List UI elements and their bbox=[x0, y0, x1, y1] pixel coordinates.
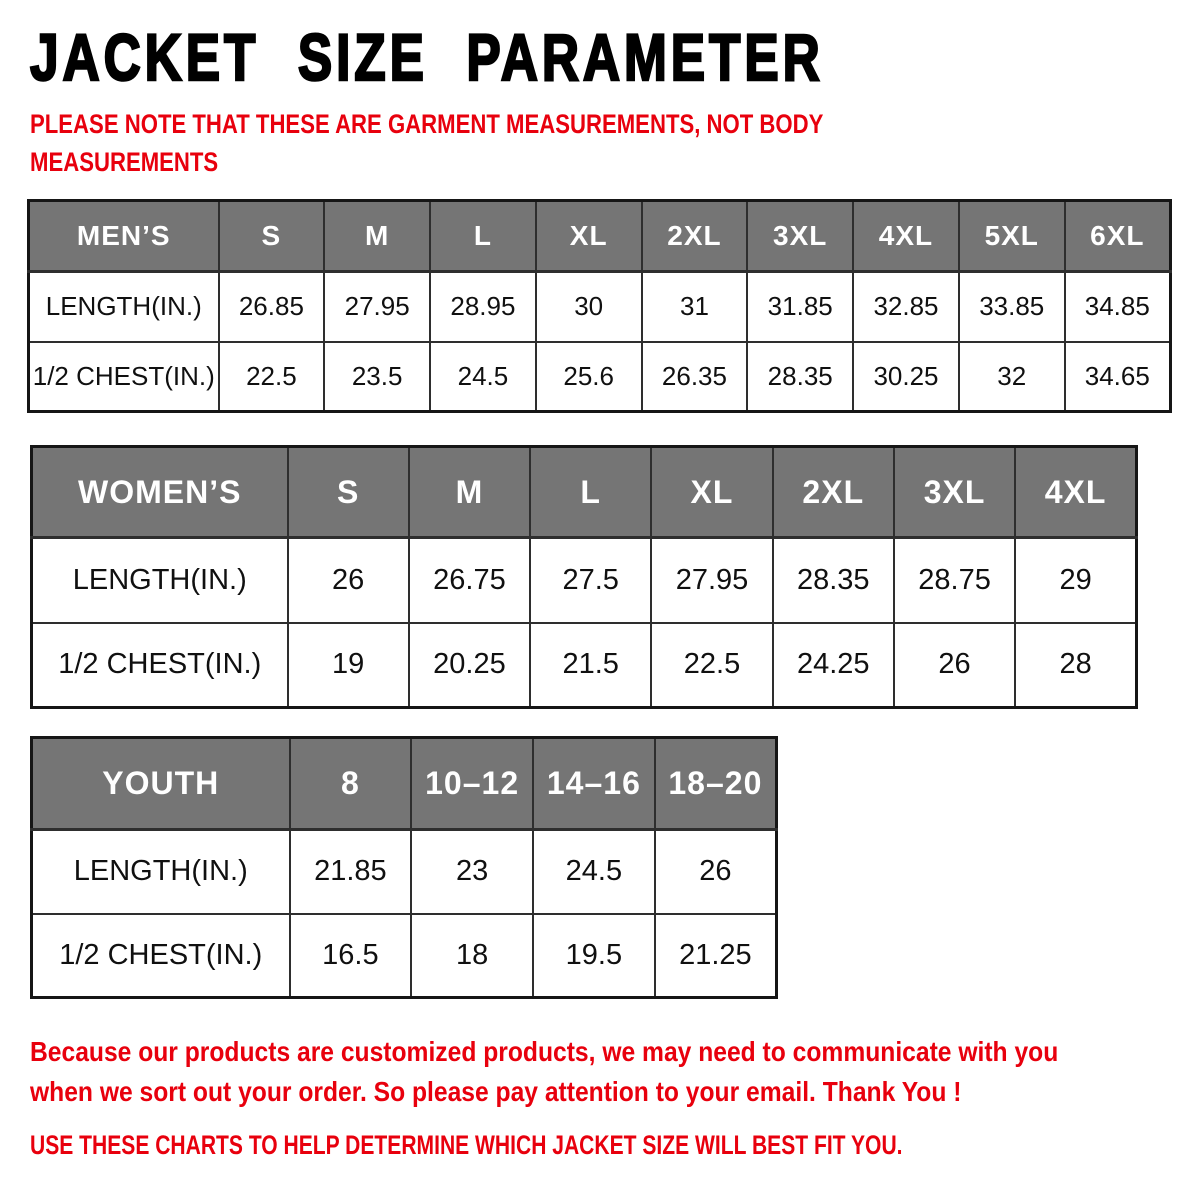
youth-length-cell: 26 bbox=[653, 828, 778, 915]
mens-size-header: M bbox=[323, 199, 432, 273]
womens-header-row: WOMEN’S S M L XL 2XL 3XL 4XL bbox=[30, 445, 1138, 539]
mens-table-title: MEN’S bbox=[27, 199, 220, 273]
youth-table-title: YOUTH bbox=[30, 736, 291, 831]
mens-length-cell: 31 bbox=[640, 270, 749, 343]
mens-chest-cell: 22.5 bbox=[217, 340, 326, 413]
mens-chest-cell: 25.6 bbox=[534, 340, 643, 413]
womens-chest-cell: 26 bbox=[892, 621, 1017, 709]
youth-length-row: LENGTH(IN.) 21.85 23 24.5 26 bbox=[30, 828, 778, 915]
womens-size-header: XL bbox=[650, 445, 774, 539]
womens-size-header: 3XL bbox=[892, 445, 1017, 539]
womens-length-cell: 28.75 bbox=[892, 536, 1017, 624]
mens-length-cell: 32.85 bbox=[852, 270, 960, 343]
youth-header-row: YOUTH 8 10–12 14–16 18–20 bbox=[30, 736, 778, 831]
womens-length-row-label: LENGTH(IN.) bbox=[30, 536, 289, 624]
youth-length-row-label: LENGTH(IN.) bbox=[30, 828, 291, 915]
mens-size-header: L bbox=[429, 199, 537, 273]
mens-length-cell: 27.95 bbox=[323, 270, 432, 343]
mens-size-header: 6XL bbox=[1063, 199, 1172, 273]
mens-chest-cell: 28.35 bbox=[746, 340, 855, 413]
womens-size-header: 4XL bbox=[1014, 445, 1138, 539]
womens-chest-cell: 24.25 bbox=[771, 621, 895, 709]
mens-length-cell: 28.95 bbox=[429, 270, 537, 343]
womens-size-header: L bbox=[529, 445, 653, 539]
mens-length-cell: 26.85 bbox=[217, 270, 326, 343]
chart-usage-note: USE THESE CHARTS TO HELP DETERMINE WHICH… bbox=[30, 1130, 903, 1160]
youth-length-cell: 21.85 bbox=[288, 828, 413, 915]
mens-size-header: S bbox=[217, 199, 326, 273]
womens-length-cell: 26 bbox=[286, 536, 410, 624]
mens-length-cell: 34.85 bbox=[1063, 270, 1172, 343]
mens-chest-row-label: 1/2 CHEST(IN.) bbox=[27, 340, 220, 413]
womens-chest-cell: 20.25 bbox=[407, 621, 532, 709]
garment-note-line-1: PLEASE NOTE THAT THESE ARE GARMENT MEASU… bbox=[30, 109, 824, 139]
womens-length-cell: 26.75 bbox=[407, 536, 532, 624]
youth-size-header: 14–16 bbox=[532, 736, 656, 831]
youth-chest-row: 1/2 CHEST(IN.) 16.5 18 19.5 21.25 bbox=[30, 912, 778, 999]
mens-size-header: 5XL bbox=[957, 199, 1066, 273]
mens-length-cell: 30 bbox=[534, 270, 643, 343]
womens-size-header: M bbox=[407, 445, 532, 539]
womens-length-row: LENGTH(IN.) 26 26.75 27.5 27.95 28.35 28… bbox=[30, 536, 1138, 624]
garment-note-line-2: MEASUREMENTS bbox=[30, 146, 219, 177]
youth-size-table: YOUTH 8 10–12 14–16 18–20 LENGTH(IN.) 21… bbox=[30, 736, 778, 999]
youth-chest-cell: 21.25 bbox=[653, 912, 778, 999]
garment-measurement-note: PLEASE NOTE THAT THESE ARE GARMENT MEASU… bbox=[30, 106, 823, 182]
youth-length-cell: 23 bbox=[410, 828, 534, 915]
youth-size-header: 10–12 bbox=[410, 736, 534, 831]
mens-size-header: XL bbox=[534, 199, 643, 273]
mens-size-header: 2XL bbox=[640, 199, 749, 273]
womens-table-title: WOMEN’S bbox=[30, 445, 289, 539]
youth-chest-row-label: 1/2 CHEST(IN.) bbox=[30, 912, 291, 999]
mens-length-cell: 33.85 bbox=[957, 270, 1066, 343]
youth-length-cell: 24.5 bbox=[532, 828, 656, 915]
youth-chest-cell: 16.5 bbox=[288, 912, 413, 999]
youth-size-header: 8 bbox=[288, 736, 413, 831]
womens-length-cell: 27.5 bbox=[529, 536, 653, 624]
womens-chest-cell: 21.5 bbox=[529, 621, 653, 709]
mens-size-table: MEN’S S M L XL 2XL 3XL 4XL 5XL 6XL LENGT… bbox=[27, 199, 1172, 413]
mens-header-row: MEN’S S M L XL 2XL 3XL 4XL 5XL 6XL bbox=[27, 199, 1172, 273]
womens-chest-cell: 19 bbox=[286, 621, 410, 709]
mens-chest-cell: 32 bbox=[957, 340, 1066, 413]
womens-chest-cell: 28 bbox=[1014, 621, 1138, 709]
womens-length-cell: 29 bbox=[1014, 536, 1138, 624]
womens-size-header: S bbox=[286, 445, 410, 539]
mens-size-header: 4XL bbox=[852, 199, 960, 273]
youth-chest-cell: 18 bbox=[410, 912, 534, 999]
custom-order-note-line-2: when we sort out your order. So please p… bbox=[30, 1075, 962, 1107]
mens-length-row: LENGTH(IN.) 26.85 27.95 28.95 30 31 31.8… bbox=[27, 270, 1172, 343]
mens-length-cell: 31.85 bbox=[746, 270, 855, 343]
womens-chest-row-label: 1/2 CHEST(IN.) bbox=[30, 621, 289, 709]
mens-length-row-label: LENGTH(IN.) bbox=[27, 270, 220, 343]
womens-size-table: WOMEN’S S M L XL 2XL 3XL 4XL LENGTH(IN.)… bbox=[30, 445, 1138, 709]
womens-length-cell: 27.95 bbox=[650, 536, 774, 624]
mens-chest-cell: 34.65 bbox=[1063, 340, 1172, 413]
womens-chest-row: 1/2 CHEST(IN.) 19 20.25 21.5 22.5 24.25 … bbox=[30, 621, 1138, 709]
mens-chest-cell: 26.35 bbox=[640, 340, 749, 413]
mens-chest-row: 1/2 CHEST(IN.) 22.5 23.5 24.5 25.6 26.35… bbox=[27, 340, 1172, 413]
youth-size-header: 18–20 bbox=[653, 736, 778, 831]
womens-size-header: 2XL bbox=[771, 445, 895, 539]
custom-order-note: Because our products are customized prod… bbox=[30, 1032, 1058, 1112]
youth-chest-cell: 19.5 bbox=[532, 912, 656, 999]
mens-chest-cell: 23.5 bbox=[323, 340, 432, 413]
mens-chest-cell: 24.5 bbox=[429, 340, 537, 413]
womens-chest-cell: 22.5 bbox=[650, 621, 774, 709]
mens-chest-cell: 30.25 bbox=[852, 340, 960, 413]
mens-size-header: 3XL bbox=[746, 199, 855, 273]
custom-order-note-line-1: Because our products are customized prod… bbox=[30, 1036, 1059, 1067]
womens-length-cell: 28.35 bbox=[771, 536, 895, 624]
page-title: JACKET SIZE PARAMETER bbox=[29, 20, 824, 94]
